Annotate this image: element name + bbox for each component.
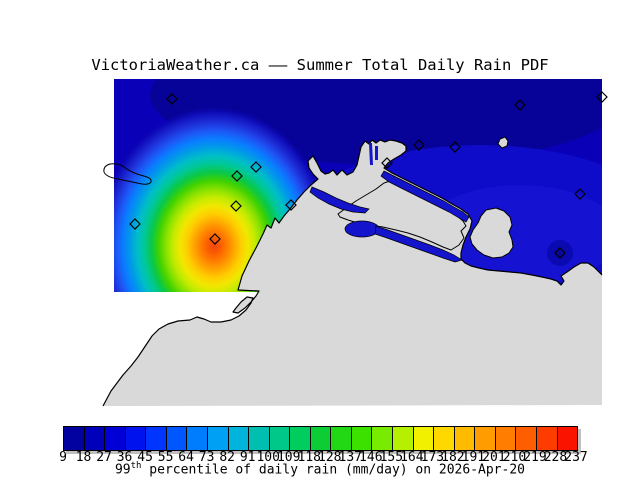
colorbar-segment bbox=[166, 427, 188, 450]
colorbar-tick-label: 173 bbox=[420, 450, 445, 465]
colorbar-tick-label: 18 bbox=[75, 450, 92, 465]
colorbar-segment bbox=[105, 427, 126, 450]
colorbar-tick-label: 155 bbox=[379, 450, 404, 465]
station-markers bbox=[129, 91, 608, 259]
colorbar-tick-label: 73 bbox=[198, 450, 215, 465]
colorbar-segment bbox=[331, 427, 352, 450]
colorbar-segment bbox=[475, 427, 496, 450]
colorbar-tick-label: 201 bbox=[482, 450, 506, 465]
colorbar-tick-label: 146 bbox=[359, 450, 383, 465]
colorbar-tick-label: 45 bbox=[137, 450, 153, 465]
station-marker[interactable] bbox=[230, 200, 242, 212]
colorbar bbox=[63, 426, 578, 451]
station-marker[interactable] bbox=[381, 157, 393, 169]
colorbar-tick-label: 210 bbox=[502, 450, 527, 465]
inlet-finger-2 bbox=[375, 146, 378, 160]
colorbar-tick-label: 109 bbox=[276, 450, 301, 465]
colorbar-tick-label: 182 bbox=[441, 450, 465, 465]
colorbar-tick-label: 164 bbox=[400, 450, 424, 465]
colorbar-tick-label: 27 bbox=[96, 450, 112, 465]
station-marker[interactable] bbox=[285, 199, 297, 211]
colorbar-segment bbox=[495, 427, 517, 450]
colorbar-segment bbox=[64, 427, 85, 450]
inlet-finger-1 bbox=[369, 143, 373, 165]
station-marker[interactable] bbox=[596, 91, 608, 103]
colorbar-tick-label: 100 bbox=[256, 450, 280, 465]
colorbar-tick-labels: 9 18 27 36 45 55 64 73 82 91 100 109 118 128 137 146 155… bbox=[59, 450, 588, 465]
colorbar-tick-label: 55 bbox=[157, 450, 174, 465]
inlet-lake bbox=[344, 220, 380, 238]
colorbar-segment bbox=[249, 427, 270, 450]
inlet-diagonal bbox=[374, 225, 463, 263]
colorbar-segment bbox=[454, 427, 476, 450]
colorbar-tick-label: 36 bbox=[116, 450, 133, 465]
colorbar-tick-label: 137 bbox=[338, 450, 363, 465]
colorbar-tick-label: 9 bbox=[59, 450, 67, 465]
station-marker[interactable] bbox=[129, 218, 141, 230]
colorbar-segment bbox=[393, 427, 414, 450]
colorbar-segment bbox=[228, 427, 250, 450]
station-marker[interactable] bbox=[250, 161, 262, 173]
colorbar-segment bbox=[269, 427, 291, 450]
colorbar-tick-label: 128 bbox=[318, 450, 342, 465]
colorbar-segment bbox=[536, 427, 558, 450]
colorbar-caption: 99th percentile of daily rain (mm/day) o… bbox=[0, 461, 640, 477]
colorbar-tick-label: 228 bbox=[543, 450, 568, 465]
station-marker[interactable] bbox=[574, 188, 586, 200]
station-marker[interactable] bbox=[231, 170, 243, 182]
colorbar-segment bbox=[372, 427, 393, 450]
caption-superscript: th bbox=[130, 461, 142, 471]
station-marker[interactable] bbox=[209, 233, 221, 245]
channel-north bbox=[380, 170, 470, 223]
colorbar-segment bbox=[146, 427, 167, 450]
station-marker[interactable] bbox=[514, 99, 526, 111]
station-marker[interactable] bbox=[166, 93, 178, 105]
colorbar-segment bbox=[557, 427, 578, 450]
bay-west bbox=[309, 186, 370, 214]
colorbar-tick-label: 64 bbox=[178, 450, 194, 465]
mainland-coastline bbox=[102, 139, 603, 407]
island-large bbox=[337, 180, 467, 251]
channels bbox=[309, 143, 470, 263]
station-marker[interactable] bbox=[554, 247, 566, 259]
island-outline-west bbox=[103, 163, 152, 185]
island-southeast bbox=[469, 207, 514, 259]
colorbar-tick-label: 237 bbox=[564, 450, 588, 465]
colorbar-segment bbox=[187, 427, 208, 450]
colorbar-tick-label: 219 bbox=[523, 450, 547, 465]
islet-northeast bbox=[497, 136, 509, 149]
caption-base: 99 bbox=[114, 462, 131, 478]
colorbar-segment bbox=[516, 427, 537, 450]
station-marker[interactable] bbox=[413, 139, 425, 151]
mainland-fill bbox=[103, 140, 602, 406]
colorbar-segment bbox=[207, 427, 229, 450]
colorbar-segment bbox=[125, 427, 147, 450]
colorbar-segment bbox=[290, 427, 311, 450]
colorbar-tick-label: 82 bbox=[219, 450, 235, 465]
colorbar-segment bbox=[434, 427, 455, 450]
field-local-minimum-core bbox=[555, 248, 565, 258]
caption-rest: percentile of daily rain (mm/day) on 202… bbox=[141, 462, 525, 478]
colorbar-tick-label: 91 bbox=[239, 450, 256, 465]
colorbar-tick-label: 191 bbox=[461, 450, 486, 465]
colorbar-segment bbox=[413, 427, 435, 450]
page-title: VictoriaWeather.ca –– Summer Total Daily… bbox=[91, 56, 549, 74]
colorbar-segment bbox=[351, 427, 373, 450]
colorbar-segment bbox=[310, 427, 332, 450]
colorbar-segment bbox=[84, 427, 106, 450]
colorbar-tick-label: 118 bbox=[297, 450, 321, 465]
station-marker[interactable] bbox=[449, 141, 461, 153]
